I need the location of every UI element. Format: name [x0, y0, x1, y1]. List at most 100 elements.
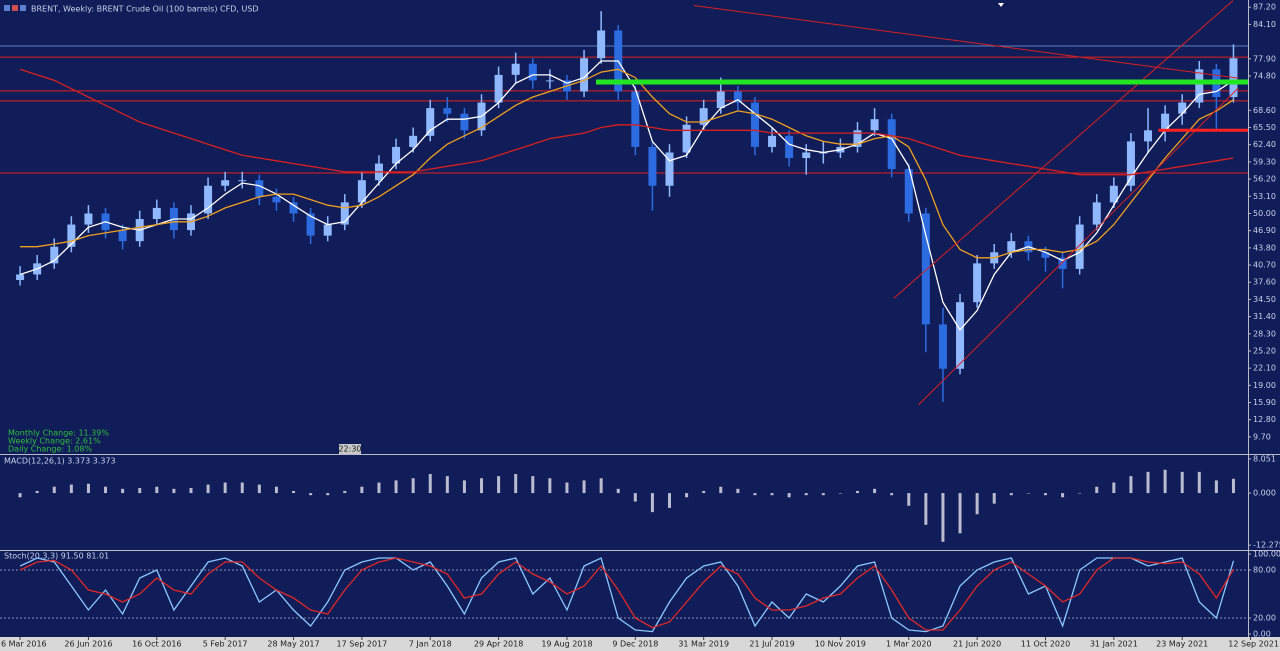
candle-body: [1178, 102, 1187, 114]
macd-bar: [1061, 493, 1065, 498]
candle-body: [1007, 241, 1016, 253]
macd-bar: [18, 493, 22, 498]
macd-bar: [274, 486, 278, 494]
candle-body: [84, 213, 93, 225]
x-tick-label: 19 Aug 2018: [541, 640, 592, 649]
time-label-box: [339, 444, 361, 454]
candle-body: [682, 124, 691, 153]
y-tick-label: 40.70: [1253, 261, 1276, 270]
candle-body: [597, 30, 606, 59]
candle-body: [853, 130, 862, 147]
candle-body: [973, 263, 982, 303]
macd-bar: [804, 493, 808, 496]
macd-bar: [958, 493, 962, 534]
macd-bar: [719, 486, 723, 494]
macd-bar: [1009, 493, 1013, 496]
y-tick-label: 25.20: [1253, 346, 1276, 355]
candle-body: [938, 324, 947, 369]
macd-bar: [941, 493, 945, 542]
x-tick-label: 26 Jun 2016: [64, 640, 112, 649]
macd-bar: [685, 493, 689, 498]
macd-bar: [975, 493, 979, 515]
macd-bar: [172, 488, 176, 494]
annotation: Daily Change: 1.08%: [8, 445, 92, 454]
macd-bar: [668, 493, 672, 508]
macd-bar: [480, 478, 484, 494]
x-tick-label: 6 Mar 2016: [1, 640, 47, 649]
macd-bar: [1163, 469, 1167, 494]
candle-body: [443, 108, 452, 114]
x-tick-label: 1 Mar 2020: [886, 640, 932, 649]
macd-bar: [821, 493, 825, 496]
y-tick-label: 100.00: [1253, 550, 1280, 559]
candle-body: [699, 108, 708, 125]
macd-bar: [873, 488, 877, 494]
y-tick-label: 74.80: [1253, 71, 1276, 80]
y-tick-label: 9.70: [1253, 432, 1271, 441]
x-tick-label: 5 Feb 2017: [203, 640, 248, 649]
macd-bar: [770, 493, 774, 496]
indicator-line: [20, 68, 1234, 259]
indicator-line: [19, 60, 1234, 331]
candle-body: [50, 246, 59, 264]
macd-bar: [753, 493, 757, 496]
macd-bar: [565, 482, 569, 494]
y-tick-label: 84.10: [1253, 20, 1276, 29]
y-tick-label: 77.90: [1253, 54, 1276, 63]
candle-body: [1075, 224, 1084, 269]
trend-line: [693, 5, 1239, 79]
macd-bar: [360, 486, 364, 494]
x-tick-label: 11 Oct 2020: [1021, 640, 1070, 649]
candle-body: [1195, 69, 1204, 103]
macd-bar: [531, 476, 535, 494]
y-tick-label: 65.50: [1253, 123, 1276, 132]
macd-bar: [292, 490, 296, 494]
macd-bar: [138, 487, 142, 494]
macd-bar: [104, 486, 108, 494]
candle-body: [152, 207, 161, 220]
macd-bar: [650, 493, 654, 513]
indicator-line: [19, 557, 1235, 631]
macd-bar: [69, 484, 73, 494]
candle-body: [289, 202, 298, 214]
candle-body: [118, 230, 127, 242]
candle-body: [1041, 252, 1050, 258]
macd-bar: [189, 487, 193, 494]
candle-body: [306, 213, 315, 236]
candle-body: [802, 152, 811, 159]
candle-body: [750, 102, 759, 147]
x-tick-label: 17 Sep 2017: [337, 640, 388, 649]
candle-body: [1092, 202, 1101, 225]
macd-bar: [702, 490, 706, 494]
macd-bar: [582, 480, 586, 494]
macd-bar: [223, 482, 227, 494]
y-tick-label: -12.275: [1253, 541, 1280, 550]
x-tick-label: 16 Oct 2016: [132, 640, 181, 649]
macd-bar: [377, 482, 381, 494]
indicator-line: [19, 557, 1235, 633]
indicator-line: [19, 68, 1234, 176]
candle-body: [221, 180, 230, 186]
trend-line: [918, 87, 1239, 406]
marker: [998, 3, 1004, 7]
candle-body: [887, 119, 896, 170]
candle-body: [545, 80, 554, 82]
y-tick-label: 80.00: [1253, 566, 1276, 575]
macd-bar: [890, 493, 894, 496]
macd-bar: [309, 493, 313, 496]
chart-title: BRENT, Weekly: BRENT Crude Oil (100 barr…: [31, 5, 259, 14]
candle-body: [631, 91, 640, 147]
date-strip: [0, 637, 1280, 651]
candle-body: [204, 185, 213, 214]
y-tick-label: 22.10: [1253, 364, 1276, 373]
macd-bar: [257, 484, 261, 494]
macd-bar: [462, 480, 466, 494]
candle-body: [870, 119, 879, 131]
macd-bar: [1129, 476, 1133, 494]
candle-body: [460, 113, 469, 131]
y-tick-label: 12.80: [1253, 415, 1276, 424]
macd-bar: [52, 486, 56, 494]
y-tick-label: 20.00: [1253, 614, 1276, 623]
